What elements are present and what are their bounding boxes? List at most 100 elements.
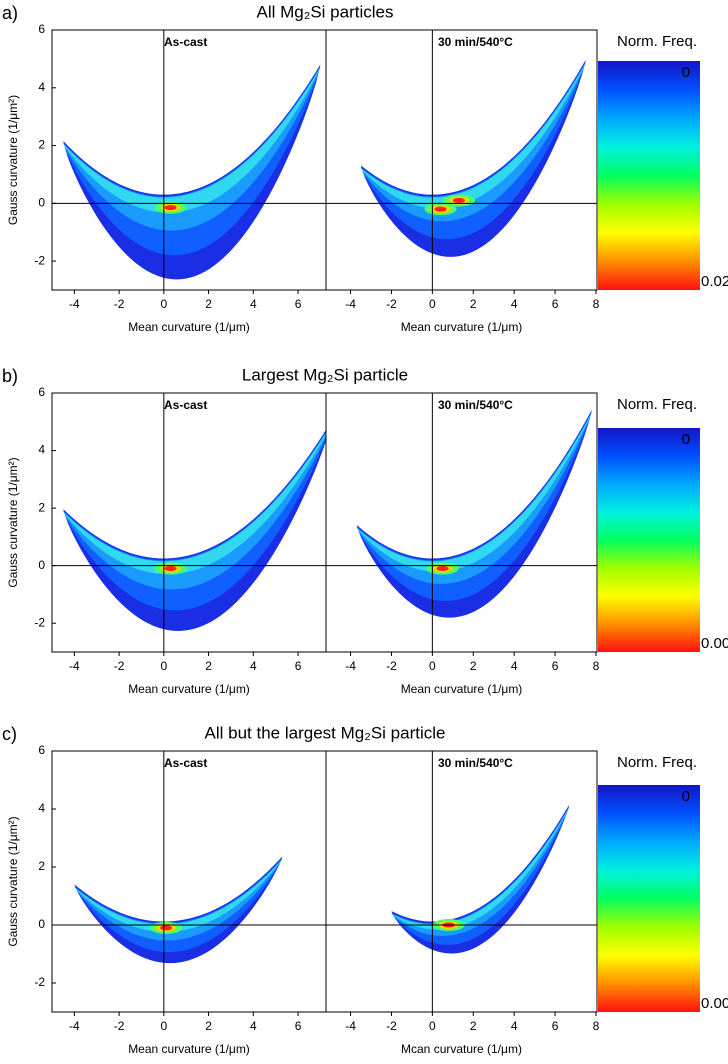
y-axis-label: Gauss curvature (1/μm²) xyxy=(6,816,20,946)
density-plot xyxy=(356,409,592,618)
density-hotspot xyxy=(434,206,447,212)
x-tick-label: 4 xyxy=(250,297,257,311)
y-tick-label: 0 xyxy=(38,917,45,931)
x-tick-label: 8 xyxy=(593,1019,600,1033)
y-tick-label: 2 xyxy=(38,859,45,873)
density-plot xyxy=(63,64,321,280)
panel-frame xyxy=(325,750,598,1013)
x-tick-label: 0 xyxy=(160,659,167,673)
x-tick-label: 6 xyxy=(552,1019,559,1033)
x-tick-label: -2 xyxy=(114,1019,125,1033)
x-axis-label: Mean curvature (1/μm) xyxy=(401,320,523,334)
y-axis-label: Gauss curvature (1/μm²) xyxy=(6,457,20,587)
colorbar-tick-label: 0.022 xyxy=(701,273,728,290)
colorbar xyxy=(598,428,700,652)
x-tick-label: -4 xyxy=(69,659,80,673)
density-hotspot xyxy=(160,925,173,931)
x-tick-label: 6 xyxy=(295,1019,302,1033)
colorbar-tick-label: 0 xyxy=(682,431,690,448)
x-tick-label: -4 xyxy=(69,297,80,311)
x-tick-label: 4 xyxy=(511,1019,518,1033)
x-tick-label: -4 xyxy=(345,659,356,673)
x-tick-label: 8 xyxy=(593,659,600,673)
x-tick-label: 4 xyxy=(511,659,518,673)
colorbar xyxy=(598,61,700,290)
density-hotspot xyxy=(164,205,177,211)
y-tick-label: 6 xyxy=(38,385,45,399)
density-region xyxy=(360,62,586,209)
density-region xyxy=(63,67,321,213)
x-tick-label: 2 xyxy=(470,297,477,311)
colorbar-tick-label: 0 xyxy=(682,788,690,805)
y-tick-label: 6 xyxy=(38,743,45,757)
x-axis-label: Mean curvature (1/μm) xyxy=(128,1042,250,1056)
x-tick-label: 2 xyxy=(205,297,212,311)
x-tick-label: -4 xyxy=(345,1019,356,1033)
x-tick-label: 6 xyxy=(552,659,559,673)
x-tick-label: 0 xyxy=(429,659,436,673)
x-axis-label: Mean curvature (1/μm) xyxy=(128,320,250,334)
y-tick-label: -2 xyxy=(34,253,45,267)
y-tick-label: 2 xyxy=(38,138,45,152)
x-tick-label: 6 xyxy=(552,297,559,311)
panel-label: As-cast xyxy=(164,756,207,770)
x-tick-label: 8 xyxy=(593,297,600,311)
x-axis-label: Mean curvature (1/μm) xyxy=(128,682,250,696)
colorbar-tick-label: 0 xyxy=(682,64,690,81)
panel-frame xyxy=(51,750,327,1013)
colorbar-tick-label: 0.0061 xyxy=(701,635,728,652)
x-axis-label: Mcan curvature (1/μm) xyxy=(401,1042,522,1056)
x-tick-label: 4 xyxy=(250,659,257,673)
panel-label: 30 min/540°C xyxy=(438,398,513,412)
x-tick-label: -2 xyxy=(386,659,397,673)
panel-letter: a) xyxy=(2,3,18,23)
row-title: Largest Mg₂Si particle xyxy=(242,365,408,384)
x-tick-label: 6 xyxy=(295,659,302,673)
density-plot xyxy=(74,856,283,964)
y-tick-label: 4 xyxy=(38,80,45,94)
panel-letter: b) xyxy=(2,366,18,386)
density-plot xyxy=(360,59,586,257)
density-region xyxy=(356,411,592,584)
x-tick-label: 4 xyxy=(250,1019,257,1033)
y-tick-label: -2 xyxy=(34,615,45,629)
row-title: All Mg₂Si particles xyxy=(257,2,394,21)
colorbar-label: Norm. Freq. xyxy=(617,754,697,771)
x-tick-label: -2 xyxy=(386,297,397,311)
x-tick-label: 0 xyxy=(160,297,167,311)
colorbar-label: Norm. Freq. xyxy=(617,33,697,50)
panel-frame xyxy=(325,392,598,653)
panel-label: As-cast xyxy=(164,398,207,412)
panel-label: As-cast xyxy=(164,35,207,49)
panel-label: 30 min/540°C xyxy=(438,756,513,770)
y-tick-label: -2 xyxy=(34,975,45,989)
density-plot xyxy=(391,804,570,954)
row-title: All but the largest Mg₂Si particle xyxy=(205,723,446,742)
y-tick-label: 4 xyxy=(38,801,45,815)
x-tick-label: -2 xyxy=(114,659,125,673)
y-tick-label: 2 xyxy=(38,500,45,514)
x-tick-label: 2 xyxy=(205,659,212,673)
density-region xyxy=(391,807,570,930)
colorbar-tick-label: 0.007 xyxy=(701,995,728,1012)
x-tick-label: 2 xyxy=(205,1019,212,1033)
colorbar-label: Norm. Freq. xyxy=(617,396,697,413)
x-tick-label: 0 xyxy=(160,1019,167,1033)
x-tick-label: 2 xyxy=(470,659,477,673)
panel-label: 30 min/540°C xyxy=(438,35,513,49)
x-axis-label: Mean curvature (1/μm) xyxy=(401,682,523,696)
x-tick-label: 0 xyxy=(429,1019,436,1033)
density-plot xyxy=(63,429,326,631)
x-tick-label: 6 xyxy=(295,297,302,311)
x-tick-label: -2 xyxy=(386,1019,397,1033)
y-tick-label: 4 xyxy=(38,443,45,457)
y-tick-label: 0 xyxy=(38,558,45,572)
density-hotspot xyxy=(164,566,177,572)
panel-letter: c) xyxy=(2,724,17,744)
y-tick-label: 6 xyxy=(38,22,45,36)
x-tick-label: 4 xyxy=(511,297,518,311)
density-hotspot xyxy=(436,566,449,572)
colorbar xyxy=(598,785,700,1012)
density-region xyxy=(63,432,326,575)
